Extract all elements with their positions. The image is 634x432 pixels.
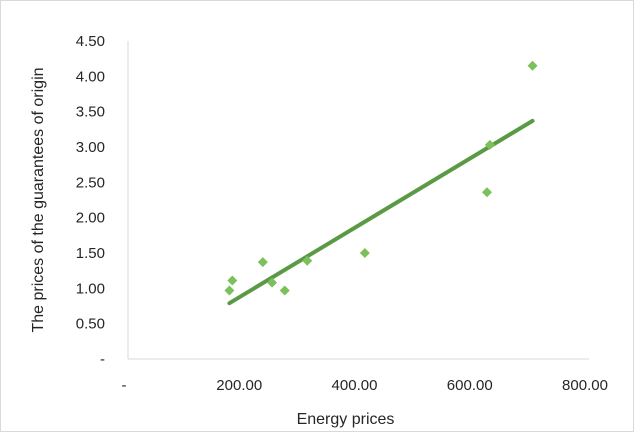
x-tick-label: 600.00 — [447, 377, 493, 394]
y-axis-title: The prices of the guarantees of origin — [30, 67, 47, 332]
x-tick-label: 400.00 — [332, 377, 378, 394]
x-tick-label: 800.00 — [562, 377, 608, 394]
y-tick-label: - — [100, 351, 105, 368]
y-tick-label: 1.00 — [76, 280, 105, 297]
y-tick-label: 0.50 — [76, 316, 105, 333]
data-point — [482, 187, 493, 198]
data-point — [484, 139, 495, 150]
y-tick-label: 1.50 — [76, 245, 105, 262]
data-point — [224, 285, 235, 296]
data-point — [527, 60, 538, 71]
linear-trendline — [227, 118, 535, 306]
x-axis-title: Energy prices — [297, 411, 395, 428]
x-tick-label: - — [122, 377, 127, 394]
data-point — [302, 255, 313, 266]
axes — [127, 41, 589, 360]
data-point — [279, 285, 290, 296]
y-tick-label: 4.00 — [76, 68, 105, 85]
x-tick-labels: - 200.00 400.00 600.00 800.00 — [122, 377, 608, 394]
y-tick-label: 2.50 — [76, 174, 105, 191]
y-tick-label: 2.00 — [76, 210, 105, 227]
data-point — [267, 277, 278, 288]
data-point — [227, 275, 238, 286]
x-tick-label: 200.00 — [216, 377, 262, 394]
y-tick-label: 3.50 — [76, 104, 105, 121]
data-points — [224, 60, 538, 296]
data-point — [359, 248, 370, 258]
y-tick-labels: - 0.50 1.00 1.50 2.00 2.50 3.00 3.50 4.00 4.50 — [76, 33, 105, 368]
y-tick-label: 3.00 — [76, 139, 105, 156]
data-point — [257, 257, 268, 268]
y-tick-label: 4.50 — [76, 33, 105, 50]
trendline-group — [227, 118, 535, 306]
